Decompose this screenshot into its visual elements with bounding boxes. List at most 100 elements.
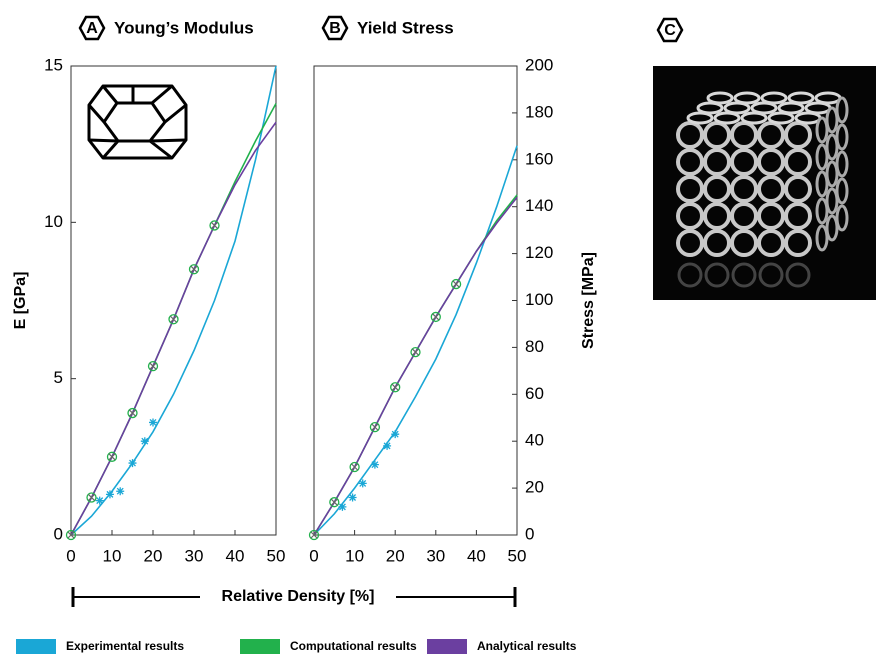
lattice-cell (760, 91, 788, 105)
legend-swatch (240, 639, 280, 654)
lattice-cell (676, 229, 704, 257)
data-point (168, 314, 179, 325)
data-point (410, 346, 421, 358)
lattice-cell (676, 148, 704, 176)
panel-label: C (664, 22, 676, 39)
lattice-cell (825, 160, 839, 188)
chart: A Young’s Modulus 0 5 10 15 0 10 20 30 40 50 E [GPa] (12, 15, 285, 565)
series-line (70, 121, 277, 536)
lattice-cell (757, 148, 785, 176)
lattice-cell (815, 143, 829, 171)
lattice-cell (815, 224, 829, 252)
lattice-cell (713, 111, 741, 125)
data-point (412, 348, 419, 356)
data-point (147, 361, 159, 372)
x-tick-label: 0 (309, 546, 318, 565)
panel-badge (321, 15, 349, 41)
lattice-cell (730, 202, 758, 230)
lattice-cell (835, 150, 849, 178)
y-tick-label: 200 (525, 55, 553, 74)
chart: B Yield Stress020406080100120140160180200… (308, 15, 597, 565)
lattice-cell (835, 204, 849, 232)
data-point (349, 461, 360, 473)
lattice-cell (825, 133, 839, 161)
y-tick-label: 40 (525, 431, 544, 450)
lattice-cell (750, 101, 778, 115)
lattice-cell (787, 91, 815, 105)
data-point (67, 531, 75, 539)
data-point (430, 311, 441, 323)
panel-c: C (653, 17, 876, 300)
data-point (108, 453, 116, 461)
lattice-reflection (677, 262, 703, 288)
y-tick-label: 5 (54, 368, 63, 387)
data-point (369, 421, 381, 433)
legend-swatch (427, 639, 467, 654)
lattice-cell (703, 175, 731, 203)
data-point (391, 430, 400, 439)
lattice-cell (825, 214, 839, 242)
lattice-cell (676, 202, 704, 230)
x-tick-label: 30 (185, 546, 204, 565)
lattice-cell (835, 123, 849, 151)
series-line (313, 145, 518, 536)
y-axis-label: Stress [MPa] (580, 252, 597, 349)
data-point (149, 418, 157, 427)
lattice-cell (784, 148, 812, 176)
lattice-reflection (704, 262, 730, 288)
lattice-cell (757, 175, 785, 203)
lattice-cell (784, 175, 812, 203)
data-point (149, 362, 157, 370)
data-point (128, 459, 137, 468)
y-tick-label: 0 (525, 524, 534, 543)
legend-label: Experimental results (66, 639, 184, 653)
data-point (88, 494, 95, 501)
y-tick-label: 100 (525, 290, 553, 309)
lattice-cell (703, 202, 731, 230)
data-point (86, 492, 97, 503)
lattice-cell (784, 202, 812, 230)
x-tick-label: 0 (66, 546, 75, 565)
lattice-cell (835, 177, 849, 205)
data-point (383, 441, 392, 450)
data-point (105, 490, 114, 499)
x-tick-label: 10 (345, 546, 364, 565)
lattice-cell (757, 121, 785, 149)
plot-frame (313, 65, 518, 536)
y-tick-label: 160 (525, 149, 553, 168)
x-tick-label: 20 (386, 546, 405, 565)
data-point (65, 529, 77, 541)
lattice-cell (767, 111, 795, 125)
lattice-cell (835, 96, 849, 124)
y-axis-label: E [GPa] (12, 272, 29, 330)
lattice-cell (706, 91, 734, 105)
data-point (106, 451, 118, 462)
legend: Experimental results Computational result… (16, 639, 577, 654)
y-tick-label: 180 (525, 102, 553, 121)
series-line (70, 65, 277, 536)
data-point (188, 264, 200, 275)
data-point (310, 531, 318, 539)
lattice-cell (815, 170, 829, 198)
x-tick-label: 40 (467, 546, 486, 565)
lattice-cell (757, 229, 785, 257)
lattice-cell (696, 101, 724, 115)
data-point (450, 278, 462, 290)
data-point (432, 313, 440, 321)
lattice-cell (825, 106, 839, 134)
y-tick-label: 15 (44, 55, 63, 74)
data-point (338, 502, 347, 511)
data-point (358, 479, 367, 488)
lattice-cell (723, 101, 751, 115)
data-point (116, 487, 125, 496)
data-point (190, 265, 198, 273)
data-point (170, 315, 177, 323)
data-point (140, 437, 149, 446)
data-point (211, 222, 218, 229)
lattice-cell (777, 101, 805, 115)
unit-cell-icon (87, 84, 188, 160)
legend-swatch (16, 639, 56, 654)
lattice-reflection (785, 262, 811, 288)
y-tick-label: 120 (525, 243, 553, 262)
